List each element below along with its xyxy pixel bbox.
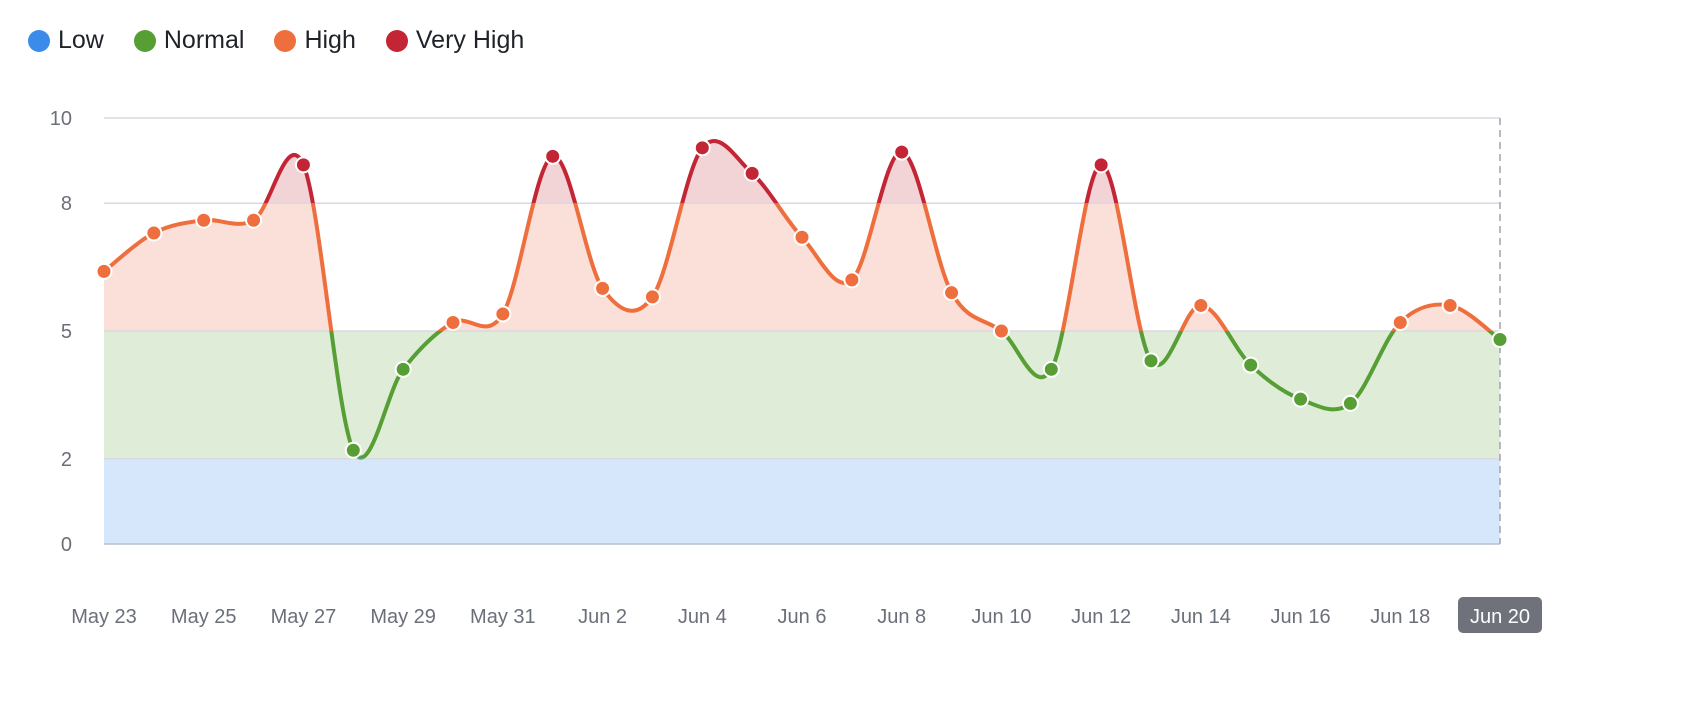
legend-dot-icon [274, 29, 297, 52]
x-tick-label: May 23 [71, 606, 137, 628]
data-point [594, 279, 612, 297]
data-point [444, 313, 462, 331]
data-point [1491, 331, 1509, 349]
band-normal [104, 331, 1500, 459]
x-tick-label: Jun 16 [1271, 606, 1331, 628]
x-tick-label: Jun 20 [1470, 606, 1530, 628]
data-point [245, 211, 263, 229]
legend-item-very-high[interactable]: Very High [385, 26, 525, 55]
x-tick-label: May 27 [271, 606, 337, 628]
x-tick-label: Jun 10 [971, 606, 1031, 628]
data-point [145, 224, 163, 242]
legend-item-high[interactable]: High [274, 26, 356, 55]
x-tick-label: May 31 [470, 606, 536, 628]
data-point [793, 228, 811, 246]
y-tick-label: 2 [61, 449, 72, 471]
x-tick-label: Jun 12 [1071, 606, 1131, 628]
data-point [344, 441, 362, 459]
x-tick-label: Jun 2 [578, 606, 627, 628]
x-tick-label: Jun 14 [1171, 606, 1231, 628]
data-point [1341, 394, 1359, 412]
legend-label: Very High [415, 26, 525, 54]
y-tick-label: 8 [61, 193, 72, 215]
data-point [843, 271, 861, 289]
data-point [643, 288, 661, 306]
legend: Low Normal High Very High [28, 26, 524, 55]
data-point [1242, 356, 1260, 374]
legend-label: High [304, 26, 356, 54]
data-point [95, 262, 113, 280]
data-point [1391, 313, 1409, 331]
data-point [1292, 390, 1310, 408]
y-tick-label: 10 [50, 108, 72, 130]
y-tick-label: 0 [61, 534, 72, 556]
data-point [1042, 360, 1060, 378]
data-point [693, 139, 711, 157]
legend-item-normal[interactable]: Normal [133, 26, 245, 55]
data-point [294, 156, 312, 174]
band-low [104, 458, 1500, 544]
band-very-high [104, 141, 1500, 204]
band-high [104, 203, 1500, 331]
x-tick-label: May 25 [171, 606, 237, 628]
data-point [494, 305, 512, 323]
data-point [1441, 296, 1459, 314]
data-point [195, 211, 213, 229]
y-tick-label: 5 [61, 321, 72, 343]
data-point [1192, 296, 1210, 314]
legend-dot-icon [28, 29, 50, 52]
data-point [394, 360, 412, 378]
x-tick-label: Jun 6 [778, 606, 827, 628]
data-point [893, 143, 911, 161]
series-line [102, 203, 1493, 331]
legend-dot-icon [133, 29, 156, 52]
data-point [743, 164, 761, 182]
data-point [1142, 352, 1160, 370]
x-tick-label: Jun 8 [877, 606, 926, 628]
data-point [992, 322, 1010, 340]
data-point [1092, 156, 1110, 174]
legend-item-low[interactable]: Low [28, 26, 104, 55]
series-line [329, 331, 1502, 459]
x-tick-label: May 29 [370, 606, 436, 628]
legend-label: Normal [163, 26, 245, 54]
x-tick-label: Jun 4 [678, 606, 727, 628]
legend-dot-icon [385, 29, 408, 52]
data-point [544, 147, 562, 165]
legend-label: Low [58, 26, 104, 54]
x-tick-highlight [1458, 597, 1542, 633]
data-point [943, 284, 961, 302]
x-tick-label: Jun 18 [1370, 606, 1430, 628]
